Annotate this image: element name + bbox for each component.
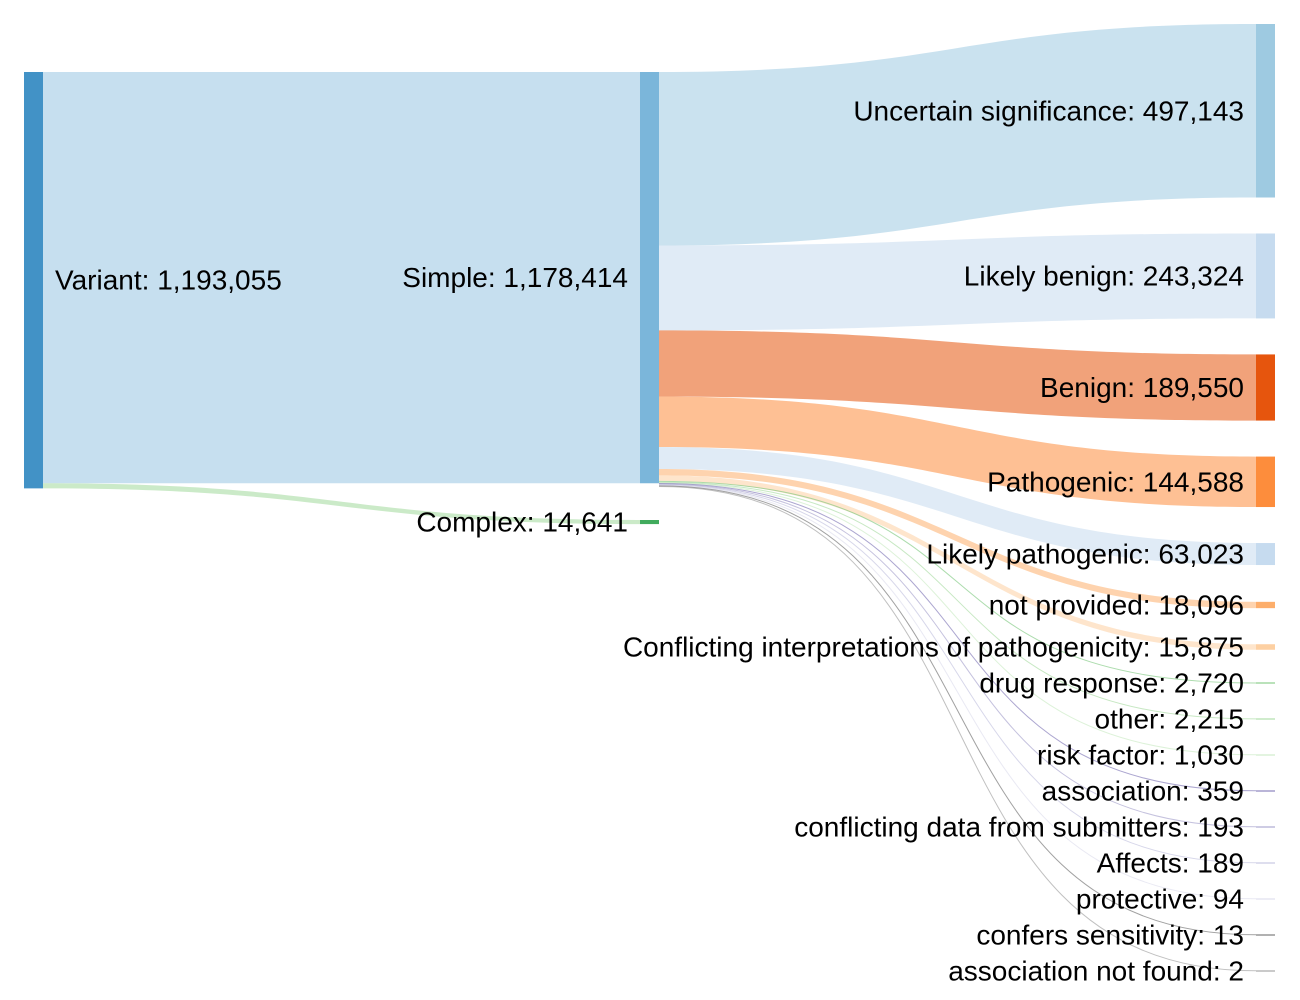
link-simple-to-risk_factor xyxy=(658,482,1257,756)
node-conflicting xyxy=(1256,644,1275,650)
node-simple xyxy=(640,72,659,484)
node-label-likely-benign: Likely benign: 243,324 xyxy=(964,260,1244,291)
link-variant-to-complex xyxy=(43,483,640,525)
node-label-conflicting: Conflicting interpretations of pathogeni… xyxy=(623,632,1244,663)
node-uncertain xyxy=(1256,24,1275,198)
node-protective xyxy=(1256,898,1275,900)
link-simple-to-benign xyxy=(659,330,1256,421)
node-label-likely-pathogenic: Likely pathogenic: 63,023 xyxy=(926,539,1244,570)
link-simple-to-affects xyxy=(658,484,1257,864)
node-association xyxy=(1256,790,1275,792)
link-simple-to-confers_sensitivity xyxy=(658,485,1257,936)
node-label-drug-response: drug response: 2,720 xyxy=(979,668,1244,699)
node-other xyxy=(1256,718,1275,720)
link-simple-to-uncertain xyxy=(659,24,1256,246)
node-conflicting-data xyxy=(1256,826,1275,828)
node-confers-sensitivity xyxy=(1256,934,1275,936)
sankey-labels: Variant: 1,193,055 Simple: 1,178,414 Compl… xyxy=(55,95,1244,986)
link-simple-to-other xyxy=(658,481,1257,720)
node-label-conflicting-data: conflicting data from submitters: 193 xyxy=(794,812,1244,843)
node-label-risk-factor: risk factor: 1,030 xyxy=(1037,740,1244,771)
node-risk-factor xyxy=(1256,754,1275,756)
node-complex xyxy=(640,520,659,525)
link-simple-to-conflicting xyxy=(659,475,1256,650)
node-likely-pathogenic xyxy=(1256,543,1275,566)
node-not-provided xyxy=(1256,601,1275,609)
link-simple-to-conflicting_data xyxy=(658,483,1257,828)
link-simple-to-protective xyxy=(658,484,1257,900)
sankey-links xyxy=(43,24,1257,972)
node-label-association: association: 359 xyxy=(1042,776,1244,807)
link-simple-to-association_not_found xyxy=(658,486,1257,972)
node-label-simple: Simple: 1,178,414 xyxy=(402,262,628,293)
node-likely-benign xyxy=(1256,233,1275,319)
link-variant-to-simple xyxy=(43,72,640,484)
node-benign xyxy=(1256,354,1275,421)
node-label-pathogenic: Pathogenic: 144,588 xyxy=(987,466,1244,497)
node-association-not-found xyxy=(1256,970,1275,972)
sankey-nodes xyxy=(24,24,1275,972)
link-simple-to-drug_response xyxy=(658,480,1257,684)
node-drug-response xyxy=(1256,682,1275,684)
link-simple-to-not_provided xyxy=(659,469,1256,609)
link-simple-to-likely_benign xyxy=(659,233,1256,331)
node-label-benign: Benign: 189,550 xyxy=(1040,372,1244,403)
node-label-protective: protective: 94 xyxy=(1076,884,1244,915)
node-variant xyxy=(24,72,43,489)
node-label-affects: Affects: 189 xyxy=(1097,848,1244,879)
link-simple-to-association xyxy=(658,483,1257,792)
node-pathogenic xyxy=(1256,456,1275,508)
node-label-confers-sensitivity: confers sensitivity: 13 xyxy=(976,920,1244,951)
node-label-association-not-found: association not found: 2 xyxy=(948,956,1244,987)
node-affects xyxy=(1256,862,1275,864)
link-simple-to-likely_pathogenic xyxy=(659,447,1256,566)
node-label-uncertain: Uncertain significance: 497,143 xyxy=(853,95,1244,126)
node-label-other: other: 2,215 xyxy=(1095,704,1244,735)
node-label-complex: Complex: 14,641 xyxy=(416,507,628,538)
link-simple-to-pathogenic xyxy=(659,396,1256,508)
node-label-not-provided: not provided: 18,096 xyxy=(989,590,1244,621)
node-label-variant: Variant: 1,193,055 xyxy=(55,265,282,296)
